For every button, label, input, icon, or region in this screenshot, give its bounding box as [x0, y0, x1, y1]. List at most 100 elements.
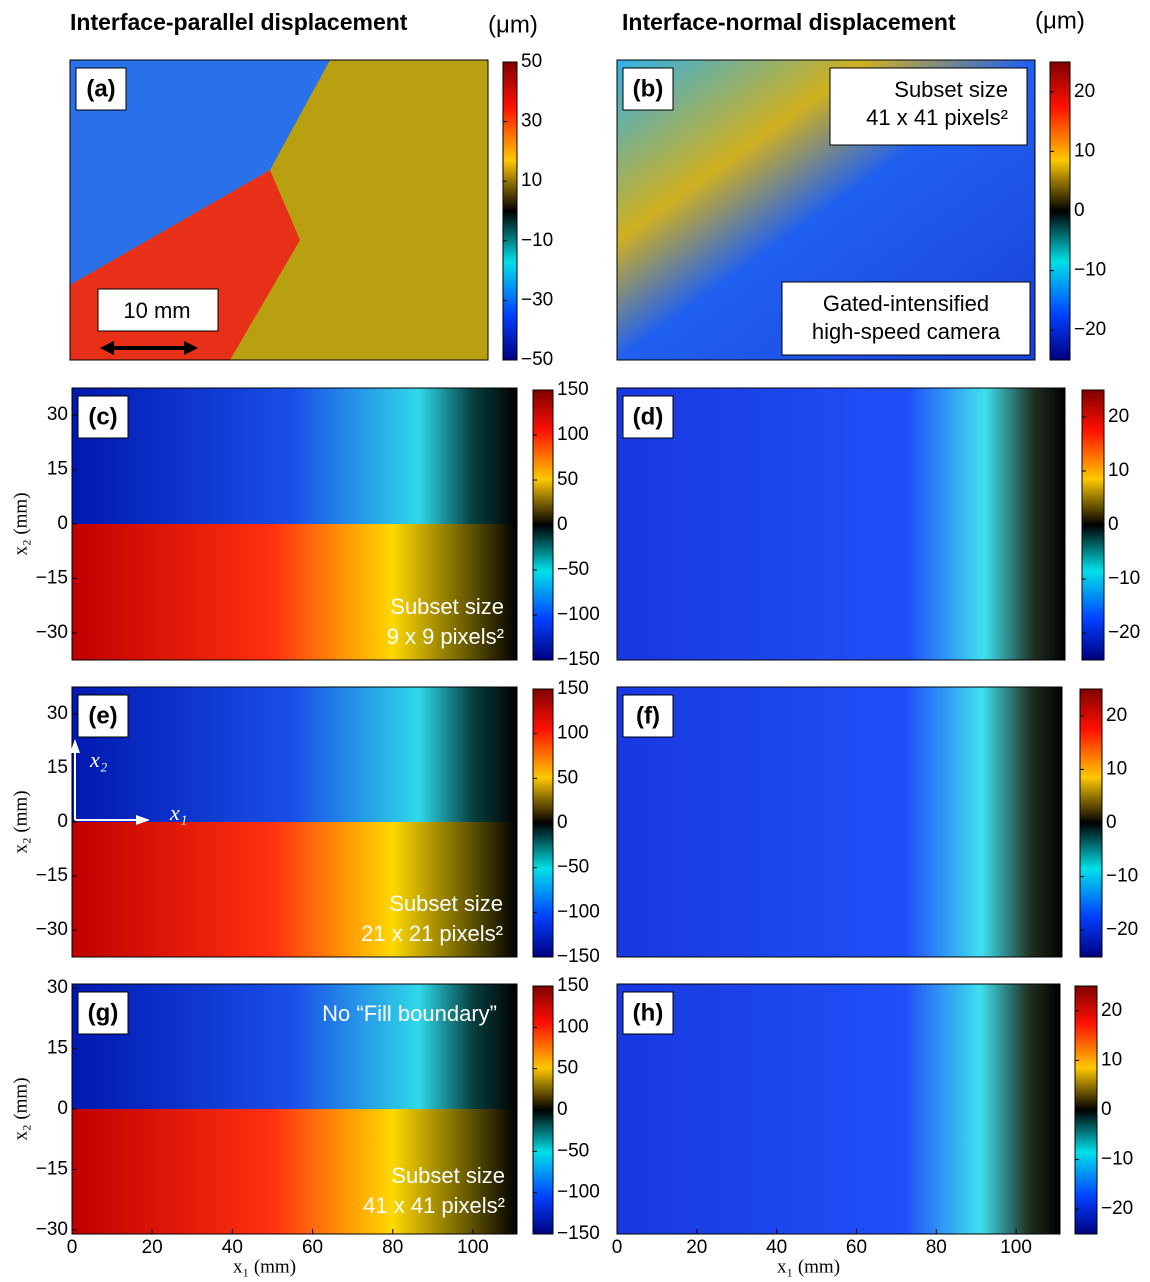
colorbar-tick-label: 10: [521, 170, 542, 191]
colorbar-tick-label: −150: [557, 946, 600, 967]
colorbar-tick-label: 0: [557, 514, 568, 535]
label-box: [77, 991, 129, 1035]
annotation: Gated-intensified: [823, 291, 989, 316]
y-tick-label: 30: [47, 703, 68, 724]
y-tick-label: 15: [47, 1038, 68, 1059]
colorbar-tick-label: −50: [557, 857, 589, 878]
colorbar-tick-label: −150: [557, 1223, 600, 1244]
annotation: 41 x 41 pixels²: [363, 1193, 505, 1218]
colorbar-tick-label: −20: [1101, 1198, 1133, 1219]
colorbar-tick-label: 0: [1106, 812, 1117, 833]
colorbar-tick-label: 10: [1106, 758, 1127, 779]
colorbar-tick-label: 0: [1108, 514, 1119, 535]
label-box: [77, 395, 129, 439]
field: [617, 984, 1060, 1234]
x-tick-label: 20: [142, 1237, 163, 1258]
column-title: Interface-normal displacement: [622, 9, 956, 35]
annotation: Subset size: [390, 594, 504, 619]
colorbar-tick-label: 10: [1108, 460, 1129, 481]
label-box: [622, 67, 674, 111]
y-tick-label: −15: [36, 865, 68, 886]
field-bottom: [72, 822, 517, 957]
annotation: x₂: [89, 747, 108, 772]
panel-frame: [616, 387, 1066, 661]
field-top: [72, 984, 517, 1109]
colorbar-tick-label: 50: [557, 469, 578, 490]
colorbar-tick-label: 50: [557, 1058, 578, 1079]
colorbar-tick-label: −30: [521, 289, 553, 310]
x-tick-label: 60: [846, 1237, 867, 1258]
y-tick-label: 15: [47, 459, 68, 480]
y-tick-label: −30: [36, 1219, 68, 1240]
x-tick-label: 100: [1000, 1237, 1032, 1258]
colorbar-tick-label: −20: [1074, 319, 1106, 340]
field-blue: [70, 60, 330, 285]
x-tick-label: 100: [457, 1237, 489, 1258]
x-tick-label: 80: [926, 1237, 947, 1258]
colorbar-tick-label: −150: [557, 649, 600, 670]
y-tick-label: 0: [57, 811, 68, 832]
panel-frame: [69, 59, 489, 361]
annotation: 10 mm: [123, 298, 190, 323]
y-axis-label: x₂ (mm): [10, 1077, 31, 1140]
annotation-box: [781, 281, 1031, 356]
panel-label: (h): [633, 999, 664, 1026]
panel-frame: [616, 59, 1036, 361]
x-axis-label: x₁ (mm): [233, 1256, 296, 1277]
colorbar-tick-label: 150: [557, 975, 589, 996]
colorbar-tick-label: −50: [557, 1140, 589, 1161]
label-box: [622, 694, 674, 738]
colorbar-tick-label: −10: [1108, 568, 1140, 589]
colorbar-tick-label: −10: [1101, 1149, 1133, 1170]
column-unit: (μm): [1035, 7, 1085, 34]
panel-frame: [616, 686, 1063, 958]
colorbar-tick-label: 0: [557, 812, 568, 833]
colorbar-tick-label: −20: [1108, 622, 1140, 643]
y-tick-label: −15: [36, 567, 68, 588]
label-box: [75, 67, 127, 111]
annotation-box: [829, 67, 1028, 146]
y-tick-label: −15: [36, 1158, 68, 1179]
annotation: 9 x 9 pixels²: [387, 624, 504, 649]
y-tick-label: 30: [47, 977, 68, 998]
x-tick-label: 0: [67, 1237, 78, 1258]
x-tick-label: 40: [222, 1237, 243, 1258]
column-title: Interface-parallel displacement: [70, 9, 408, 35]
colorbar-tick-label: 100: [557, 723, 589, 744]
annotation: Subset size: [391, 1163, 505, 1188]
colorbar-tick-label: 0: [557, 1099, 568, 1120]
annotation: x₁: [169, 800, 187, 825]
panel-label: (d): [633, 403, 664, 430]
column-unit: (μm): [488, 11, 538, 38]
colorbar-tick-label: −10: [1074, 260, 1106, 281]
colorbar-tick-label: −50: [521, 349, 553, 370]
panel-label: (c): [88, 403, 117, 430]
colorbar-tick-label: −100: [557, 604, 600, 625]
field: [617, 687, 1062, 957]
field-bottom: [72, 1109, 517, 1234]
colorbar-tick-label: 150: [557, 678, 589, 699]
colorbar-tick-label: 30: [521, 111, 542, 132]
arrow-head: [136, 815, 150, 825]
x-tick-label: 80: [382, 1237, 403, 1258]
annotation: Subset size: [894, 77, 1008, 102]
colorbar: [502, 61, 518, 361]
panel-label: (g): [88, 999, 119, 1026]
panel-label: (b): [633, 75, 664, 102]
colorbar-tick-label: 100: [557, 1016, 589, 1037]
colorbar-tick-label: 150: [557, 379, 589, 400]
y-tick-label: −30: [36, 919, 68, 940]
label-box: [622, 991, 674, 1035]
field-bottom: [72, 524, 517, 660]
colorbar-tick-label: 10: [1101, 1049, 1122, 1070]
x-tick-label: 60: [302, 1237, 323, 1258]
panel-frame: [616, 983, 1061, 1235]
colorbar-tick-label: 20: [1074, 81, 1095, 102]
x-tick-label: 40: [766, 1237, 787, 1258]
y-tick-label: 30: [47, 404, 68, 425]
y-axis-label: x₂ (mm): [10, 492, 31, 555]
colorbar-tick-label: 50: [521, 51, 542, 72]
annotation: 21 x 21 pixels²: [361, 921, 503, 946]
colorbar-tick-label: 20: [1106, 705, 1127, 726]
